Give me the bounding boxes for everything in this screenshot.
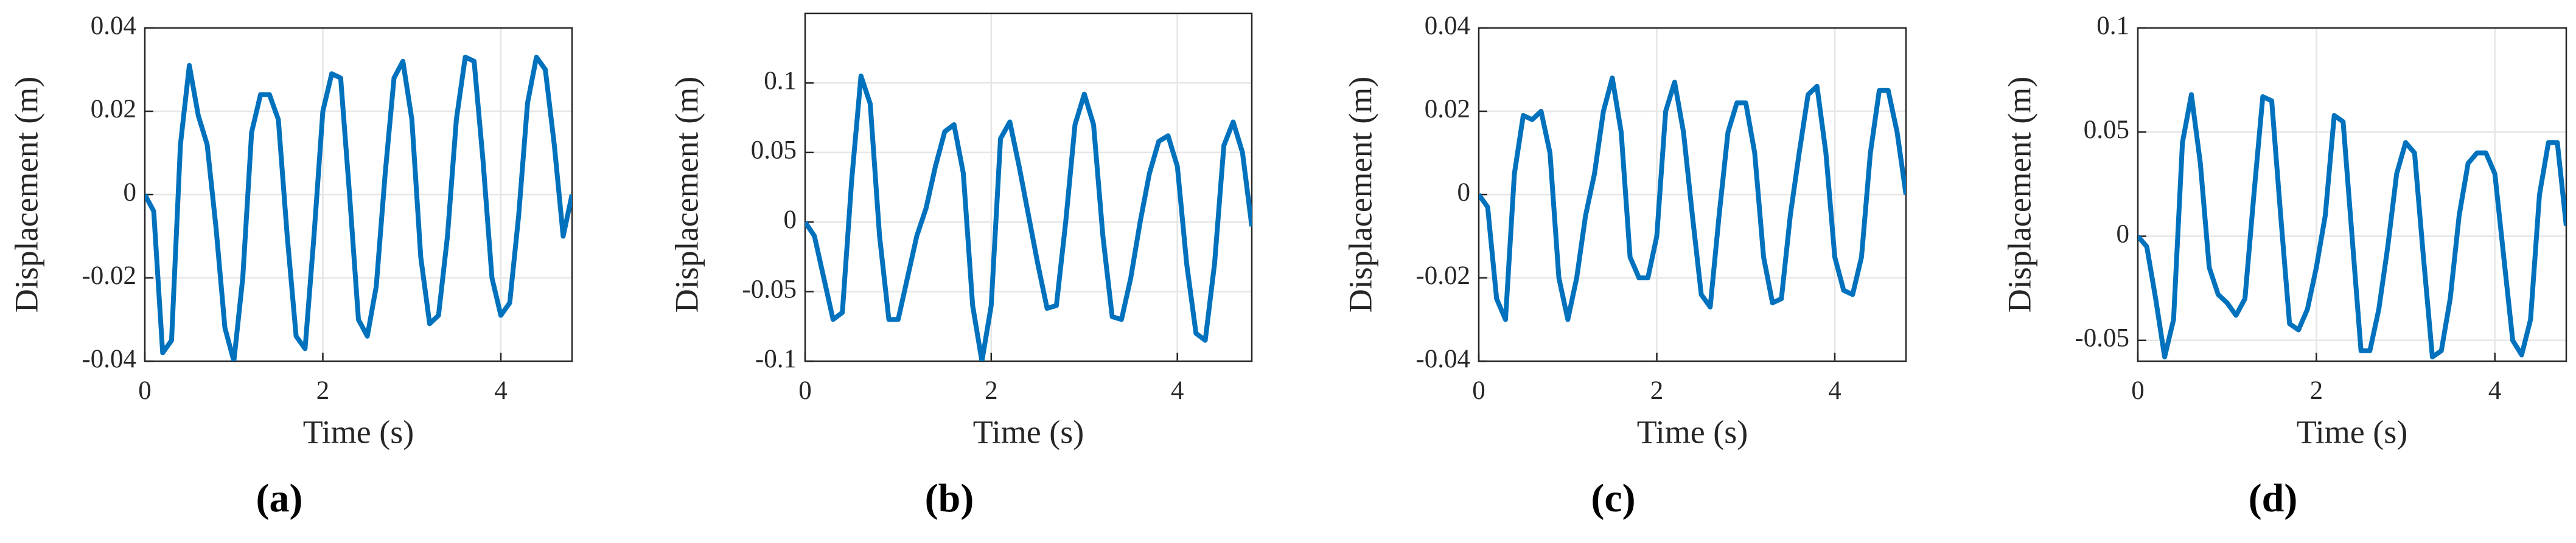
panel-label: (b)	[925, 476, 974, 521]
y-tick-label: 0.04	[91, 12, 136, 40]
y-tick-label: -0.02	[82, 261, 136, 290]
x-tick-label: 2	[2310, 376, 2323, 405]
x-tick-label: 0	[138, 376, 152, 405]
x-tick-label: 4	[494, 376, 508, 405]
x-tick-label: 0	[1472, 376, 1485, 405]
y-tick-label: 0	[124, 178, 137, 207]
y-tick-label: 0	[784, 206, 797, 234]
y-tick-label: 0	[1457, 178, 1471, 207]
x-axis-label: Time (s)	[973, 413, 1084, 450]
x-tick-label: 4	[2488, 376, 2502, 405]
x-axis-label: Time (s)	[303, 413, 414, 450]
y-tick-label: 0.05	[2084, 116, 2129, 144]
x-tick-label: 0	[798, 376, 812, 405]
x-tick-label: 2	[985, 376, 998, 405]
y-tick-label: 0.02	[91, 95, 136, 123]
y-tick-label: -0.04	[1415, 345, 1470, 373]
axes-box	[804, 12, 1253, 362]
y-tick-label: 0.04	[1425, 12, 1470, 40]
panel-label: (d)	[2249, 476, 2298, 521]
data-line	[805, 74, 1252, 361]
panel-label: (a)	[256, 476, 303, 521]
x-tick-label: 2	[1650, 376, 1664, 405]
x-tick-label: 4	[1171, 376, 1184, 405]
data-line	[2138, 92, 2566, 360]
y-axis-label: Displacement (m)	[1342, 77, 1378, 313]
y-tick-label: 0	[2117, 220, 2130, 248]
y-tick-label: -0.04	[82, 345, 136, 373]
x-tick-label: 2	[316, 376, 330, 405]
y-tick-label: 0.1	[2096, 12, 2129, 40]
x-axis-label: Time (s)	[1637, 413, 1748, 450]
axes-box	[2137, 27, 2567, 362]
y-tick-label: -0.05	[742, 275, 797, 303]
panel-label: (c)	[1591, 476, 1635, 521]
y-tick-label: 0.1	[764, 66, 797, 95]
y-tick-label: 0.05	[751, 136, 797, 165]
data-line	[145, 54, 572, 361]
y-tick-label: 0.02	[1425, 95, 1470, 123]
y-tick-label: -0.02	[1415, 261, 1470, 290]
x-tick-label: 0	[2131, 376, 2145, 405]
data-line	[1479, 75, 1906, 322]
x-axis-label: Time (s)	[2297, 413, 2408, 450]
y-axis-label: Displacement (m)	[668, 77, 705, 313]
y-axis-label: Displacement (m)	[2001, 77, 2037, 313]
y-tick-label: -0.1	[755, 345, 797, 373]
y-axis-label: Displacement (m)	[8, 77, 44, 313]
x-tick-label: 4	[1828, 376, 1841, 405]
y-tick-label: -0.05	[2075, 324, 2129, 353]
